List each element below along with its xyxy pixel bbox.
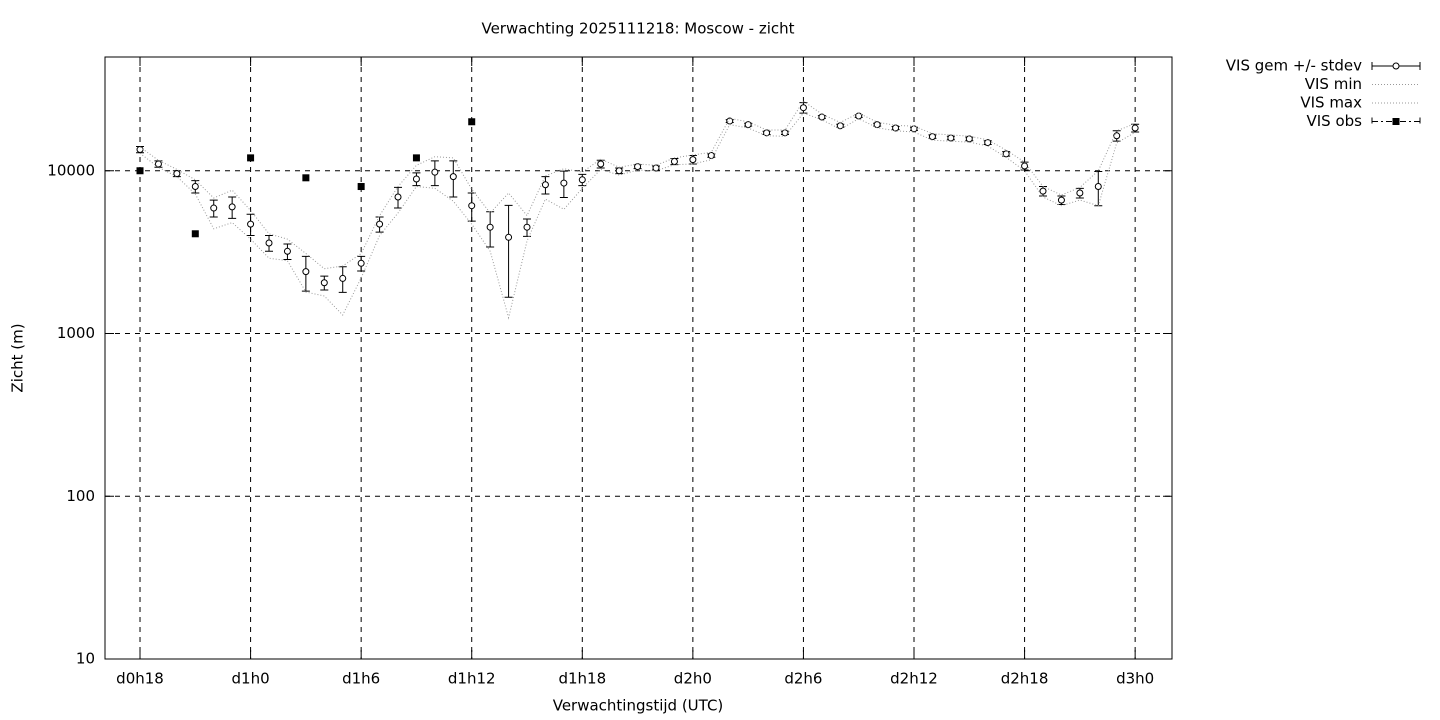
point xyxy=(652,164,660,172)
point xyxy=(928,133,936,141)
point xyxy=(412,175,420,183)
point xyxy=(1113,132,1121,140)
point xyxy=(615,167,623,175)
point xyxy=(1057,196,1065,204)
point xyxy=(781,129,789,137)
point xyxy=(726,117,734,125)
point xyxy=(247,154,255,162)
y-tick-label: 1000 xyxy=(57,324,95,342)
legend-label: VIS max xyxy=(1300,94,1362,112)
point xyxy=(394,193,402,201)
point xyxy=(597,160,605,168)
point xyxy=(320,279,328,287)
point xyxy=(763,129,771,137)
x-tick-label: d1h0 xyxy=(232,670,270,688)
point xyxy=(173,170,181,178)
x-tick-label: d2h0 xyxy=(674,670,712,688)
point xyxy=(191,230,199,238)
x-axis-label: Verwachtingstijd (UTC) xyxy=(553,697,724,715)
plot-frame xyxy=(104,56,1173,660)
point xyxy=(523,223,531,231)
point xyxy=(1131,124,1139,132)
point xyxy=(744,121,752,129)
point xyxy=(818,113,826,121)
point xyxy=(486,223,494,231)
point xyxy=(892,124,900,132)
x-tick-label: d0h18 xyxy=(116,670,164,688)
point xyxy=(1021,162,1029,170)
point xyxy=(855,112,863,120)
y-tick-label: 100 xyxy=(66,487,95,505)
point xyxy=(578,176,586,184)
chart-title: Verwachting 2025111218: Moscow - zicht xyxy=(481,20,794,38)
legend-label: VIS gem +/- stdev xyxy=(1226,57,1362,75)
point xyxy=(412,154,420,162)
point xyxy=(1076,189,1084,197)
point xyxy=(1094,183,1102,191)
point xyxy=(468,202,476,210)
point xyxy=(283,247,291,255)
point xyxy=(560,179,568,187)
y-tick-label: 10000 xyxy=(47,161,95,179)
point xyxy=(191,183,199,191)
legend-label: VIS obs xyxy=(1307,112,1363,130)
point xyxy=(228,203,236,211)
line xyxy=(139,112,1136,320)
point xyxy=(873,121,881,129)
point xyxy=(154,160,162,168)
point xyxy=(449,173,457,181)
x-tick-label: d1h18 xyxy=(558,670,606,688)
point xyxy=(376,220,384,228)
x-tick-label: d1h6 xyxy=(342,670,380,688)
x-tick-label: d2h6 xyxy=(784,670,822,688)
point xyxy=(1002,150,1010,158)
point xyxy=(339,274,347,282)
point xyxy=(468,118,476,126)
legend-label: VIS min xyxy=(1305,75,1362,93)
legend-swatch xyxy=(1392,62,1400,70)
point xyxy=(210,204,218,212)
point xyxy=(689,156,697,164)
point xyxy=(136,167,144,175)
point xyxy=(707,152,715,160)
x-tick-label: d3h0 xyxy=(1116,670,1154,688)
error-bar xyxy=(504,204,513,298)
y-tick-label: 10 xyxy=(76,650,95,668)
x-tick-label: d2h18 xyxy=(1001,670,1049,688)
legend-swatch xyxy=(1392,118,1400,125)
point xyxy=(302,268,310,276)
x-tick-label: d1h12 xyxy=(448,670,496,688)
point xyxy=(247,220,255,228)
point xyxy=(302,174,310,182)
point xyxy=(431,168,439,176)
line xyxy=(139,100,1136,270)
point xyxy=(505,233,513,241)
point xyxy=(265,239,273,247)
y-axis-label: Zicht (m) xyxy=(9,323,27,392)
x-tick-label: d2h12 xyxy=(890,670,938,688)
point xyxy=(799,104,807,112)
point xyxy=(357,259,365,267)
point xyxy=(357,183,365,191)
point xyxy=(1039,187,1047,195)
point xyxy=(947,134,955,142)
point xyxy=(541,181,549,189)
point xyxy=(670,157,678,165)
